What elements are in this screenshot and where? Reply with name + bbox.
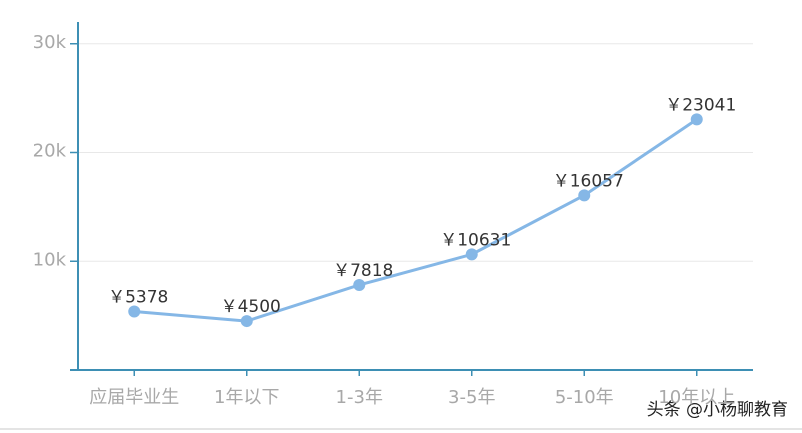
x-tick-label: 应届毕业生 [89,387,179,408]
value-label: ￥23041 [665,95,736,115]
point [690,113,703,126]
x-tick-label: 1-3年 [336,387,383,408]
x-tick-label: 1年以下 [214,387,279,408]
value-label: ￥16057 [553,171,624,191]
point [240,315,253,328]
x-tick-label: 5-10年 [555,387,614,408]
x-tick-label: 3-5年 [448,387,495,408]
y-tick-label: 20k [33,141,67,162]
watermark: 头条 @小杨聊教育 [647,400,788,420]
point [128,305,141,318]
y-tick-label: 30k [33,32,67,53]
value-label: ￥5378 [108,288,168,308]
point [578,189,591,202]
point [353,278,366,291]
y-tick-label: 10k [33,249,67,270]
point [465,248,478,261]
line [134,118,698,323]
value-label: ￥10631 [440,230,511,250]
value-label: ￥7818 [333,261,393,281]
value-label: ￥4500 [221,297,281,317]
x-tick-label: 10年以上 [658,387,735,408]
